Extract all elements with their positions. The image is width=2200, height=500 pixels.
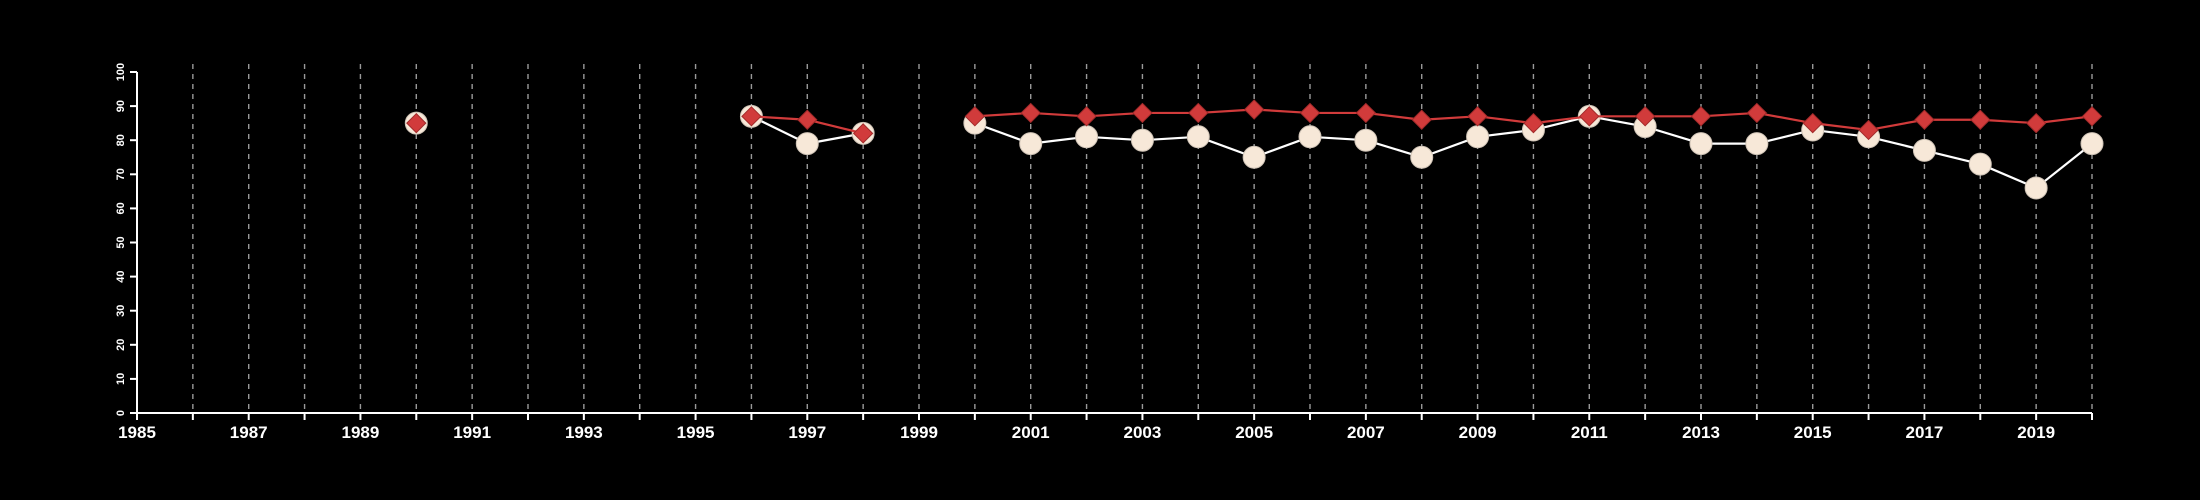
diamond-point xyxy=(2081,106,2103,127)
y-tick-label: 60 xyxy=(115,202,127,214)
y-tick-label: 10 xyxy=(115,373,127,385)
circle-point xyxy=(1130,128,1154,152)
y-tick-label: 80 xyxy=(115,134,127,146)
diamond-point xyxy=(1690,106,1712,127)
diamond-point xyxy=(797,109,818,130)
y-tick-label: 0 xyxy=(115,410,127,416)
vertical-grid xyxy=(192,64,2093,413)
circle-point xyxy=(2024,176,2048,200)
x-tick-label: 2007 xyxy=(1347,423,1385,442)
diamond-point xyxy=(406,112,427,134)
diamond-point xyxy=(1914,109,1935,130)
diamond-point xyxy=(1411,109,1432,130)
x-tick-label: 2001 xyxy=(1012,423,1050,442)
circle-point xyxy=(1075,125,1099,149)
x-tick-label: 2009 xyxy=(1459,423,1497,442)
diamond-point xyxy=(1634,106,1656,127)
x-tick-label: 2019 xyxy=(2017,423,2055,442)
series-layer xyxy=(404,99,2104,200)
x-tick-label: 2015 xyxy=(1794,423,1832,442)
y-tick-label: 70 xyxy=(115,168,127,180)
diamond-point xyxy=(1188,102,1209,124)
y-tick-label: 40 xyxy=(115,270,127,282)
x-tick-label: 1987 xyxy=(230,423,268,442)
circle-point xyxy=(1466,125,1490,149)
x-tick-label: 2013 xyxy=(1682,423,1720,442)
diamond-point xyxy=(1746,102,1768,124)
circle-point xyxy=(1186,125,1210,149)
diamond-point xyxy=(964,106,986,127)
circle-point xyxy=(1968,152,1992,176)
diamond-point xyxy=(1355,102,1377,124)
diamond-point xyxy=(1076,106,1097,127)
x-tick-label: 1997 xyxy=(788,423,826,442)
x-tick-label: 1993 xyxy=(565,423,603,442)
circle-point xyxy=(1912,138,1936,162)
diamond-point xyxy=(1523,112,1544,134)
diamond-point xyxy=(1802,112,1823,134)
circle-point xyxy=(1689,132,1713,156)
x-tick-label: 1995 xyxy=(677,423,715,442)
x-tick-label: 2005 xyxy=(1235,423,1273,442)
x-tick-label: 1985 xyxy=(118,423,156,442)
circle-point xyxy=(1242,145,1266,169)
y-tick-label: 50 xyxy=(115,236,127,248)
diamond-point xyxy=(1020,102,1041,124)
circle-point xyxy=(1410,145,1434,169)
circle-point xyxy=(1354,128,1378,152)
x-tick-label: 1999 xyxy=(900,423,938,442)
y-tick-label: 30 xyxy=(115,305,127,317)
x-tick-label: 1989 xyxy=(342,423,380,442)
diamond-point xyxy=(1579,106,1600,127)
y-tick-label: 90 xyxy=(115,100,127,112)
circle-point xyxy=(1298,125,1322,149)
diamond-point xyxy=(1132,102,1153,124)
x-tick-label: 1991 xyxy=(453,423,491,442)
circle-point xyxy=(1019,132,1043,156)
x-tick-label: 2011 xyxy=(1571,423,1608,442)
diamond-point xyxy=(1243,99,1265,120)
diamond-point xyxy=(2025,112,2047,134)
circle-point xyxy=(2080,132,2104,156)
diamond-point xyxy=(1467,106,1488,127)
diamond-point xyxy=(1970,109,1991,130)
diamond-point xyxy=(741,106,762,127)
x-tick-label: 2017 xyxy=(1906,423,1944,442)
circle-point xyxy=(1745,132,1769,156)
diamond-point xyxy=(852,123,874,144)
x-tick-label: 2003 xyxy=(1124,423,1162,442)
y-tick-label: 100 xyxy=(115,63,127,81)
y-tick-label: 20 xyxy=(115,339,127,351)
diamond-point xyxy=(1299,102,1321,124)
circle-point xyxy=(795,132,819,156)
diamond-point xyxy=(1858,119,1879,141)
axes: 0 10 20 30 40 50 60 70 80 90 100 1985 1987 1989 1991 19… xyxy=(115,63,2093,442)
